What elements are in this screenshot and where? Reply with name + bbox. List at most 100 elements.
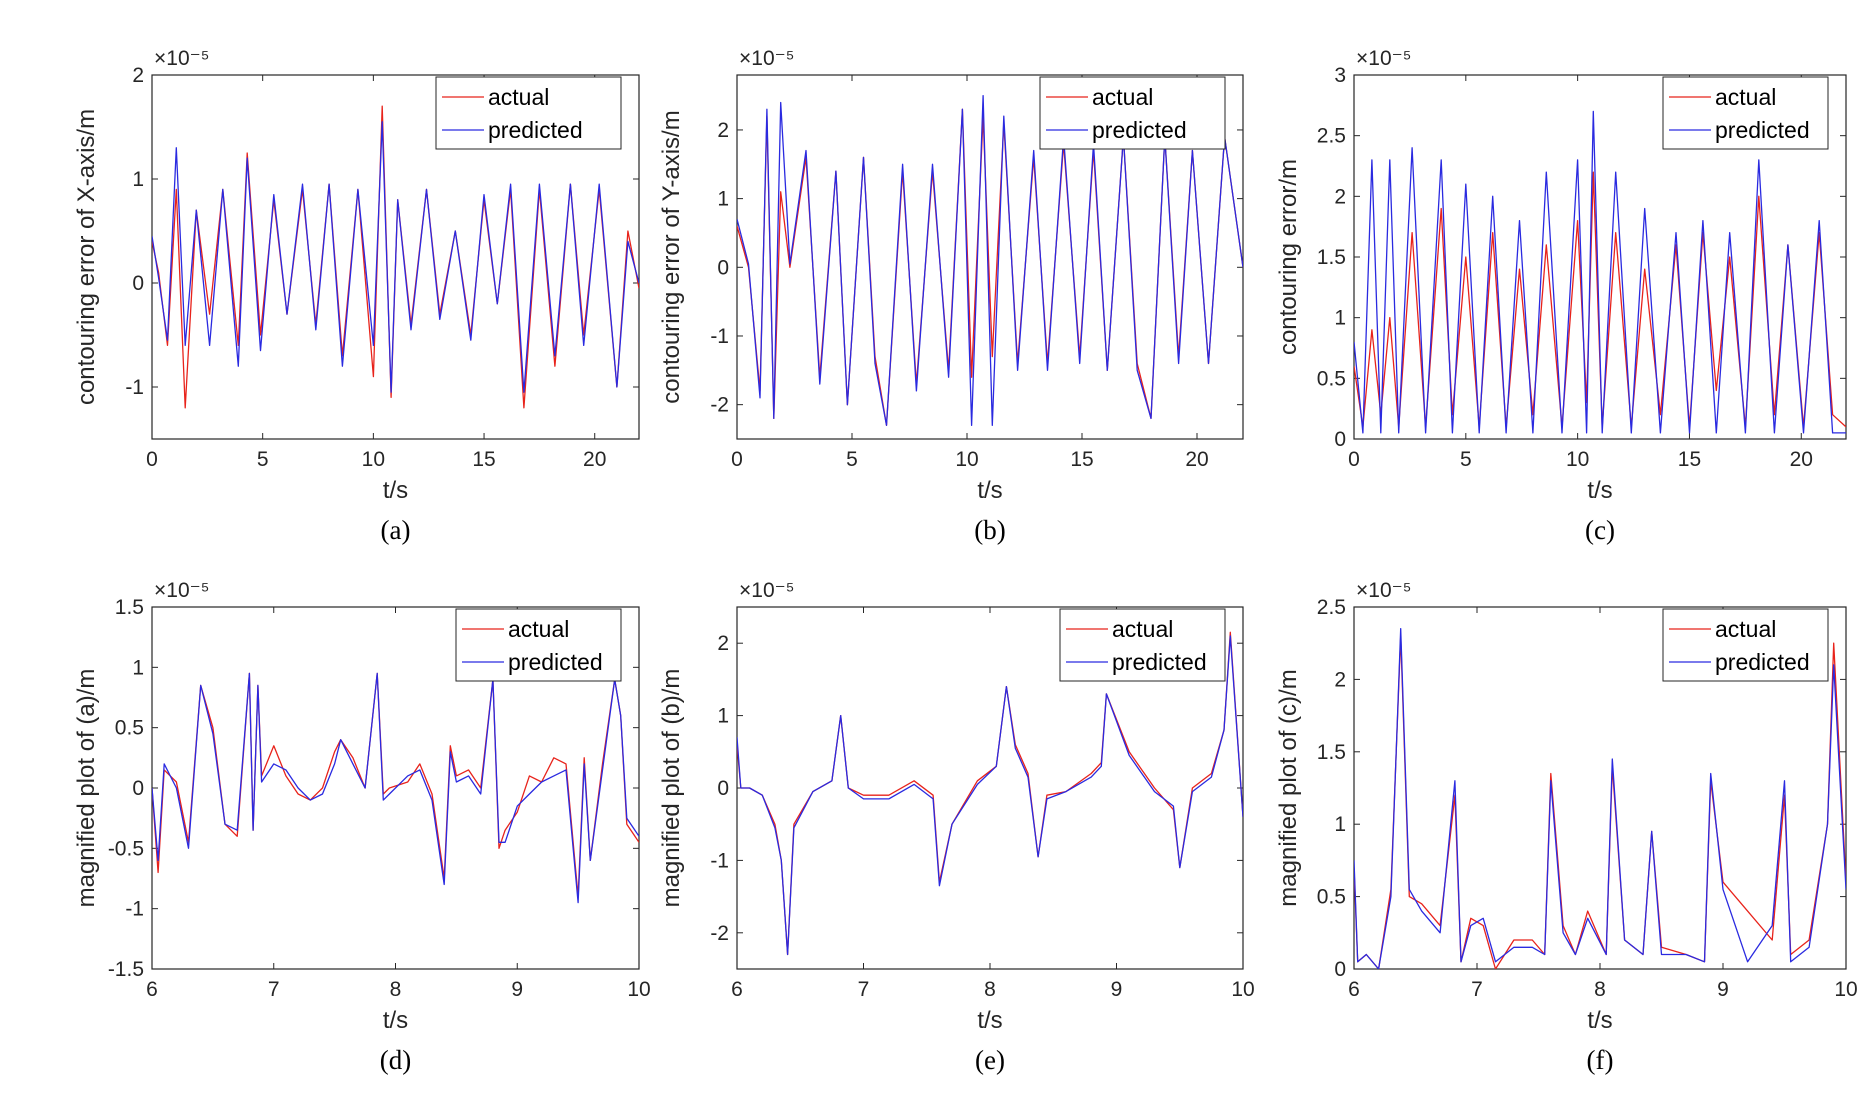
legend-label-predicted: predicted xyxy=(1715,649,1810,675)
panel-label: (e) xyxy=(975,1045,1005,1075)
x-tick-label: 5 xyxy=(1460,448,1472,471)
y-tick-label: 2 xyxy=(1334,185,1346,208)
y-tick-label: 2.5 xyxy=(1317,596,1346,619)
x-tick-label: 0 xyxy=(146,448,158,471)
panel-label: (a) xyxy=(381,515,411,545)
y-exponent-label: ×10⁻⁵ xyxy=(1356,47,1411,70)
y-tick-label: 2.5 xyxy=(1317,125,1346,148)
y-exponent-label: ×10⁻⁵ xyxy=(154,47,209,70)
y-exponent-label: ×10⁻⁵ xyxy=(739,579,794,602)
y-axis-label: magnified plot of (b)/m xyxy=(658,669,685,908)
y-tick-label: 2 xyxy=(717,119,729,142)
panel-label: (b) xyxy=(974,515,1005,545)
y-tick-label: 1.5 xyxy=(1317,246,1346,269)
x-tick-label: 0 xyxy=(1348,448,1360,471)
y-tick-label: 3 xyxy=(1334,64,1346,87)
legend-label-actual: actual xyxy=(488,84,549,110)
y-tick-label: -1 xyxy=(710,849,729,872)
series-line-predicted xyxy=(1354,110,1846,434)
legend-box xyxy=(1039,76,1226,150)
y-tick-label: 1.5 xyxy=(1317,741,1346,764)
y-axis-label: magnified plot of (c)/m xyxy=(1275,669,1302,906)
series-line-predicted xyxy=(737,635,1243,956)
x-tick-label: 7 xyxy=(268,978,280,1001)
y-tick-label: 0.5 xyxy=(1317,367,1346,390)
y-tick-label: 0.5 xyxy=(1317,886,1346,909)
y-tick-label: 0 xyxy=(132,777,144,800)
legend-box xyxy=(455,608,622,682)
chart-panel-f: 6 7 8 9 10 0 0.5 1 1.5 2 2.5 ×10⁻⁵ t/s magnified plot… xyxy=(1275,579,1858,1075)
y-tick-label: 1 xyxy=(132,168,144,191)
y-tick-label: -1 xyxy=(710,325,729,348)
y-axis-label: magnified plot of (a)/m xyxy=(73,669,100,908)
legend: actual predicted xyxy=(1662,76,1829,150)
panel-label: (d) xyxy=(380,1045,411,1075)
x-tick-label: 8 xyxy=(984,978,996,1001)
series-line-predicted xyxy=(152,672,639,904)
y-tick-label: 1.5 xyxy=(115,596,144,619)
x-axis-label: t/s xyxy=(1587,477,1612,504)
legend-label-actual: actual xyxy=(1715,84,1776,110)
legend-label-actual: actual xyxy=(1092,84,1153,110)
panel-label: (c) xyxy=(1585,515,1615,545)
x-tick-label: 15 xyxy=(472,448,495,471)
x-tick-label: 9 xyxy=(511,978,523,1001)
chart-panel-a: 0 5 10 15 20 -1 0 1 2 ×10⁻⁵ t/s contouring error of… xyxy=(73,47,640,545)
x-tick-label: 10 xyxy=(627,978,650,1001)
legend-label-predicted: predicted xyxy=(1715,117,1810,143)
legend-box xyxy=(1662,76,1829,150)
chart-panel-b: 0 5 10 15 20 -2 -1 0 1 2 ×10⁻⁵ t/s contouring error … xyxy=(658,47,1244,545)
y-tick-label: 0.5 xyxy=(115,717,144,740)
y-tick-label: 1 xyxy=(717,188,729,211)
x-tick-label: 10 xyxy=(1834,978,1857,1001)
legend: actual predicted xyxy=(1662,608,1829,682)
y-tick-label: 2 xyxy=(717,632,729,655)
x-axis-label: t/s xyxy=(383,477,408,504)
x-tick-label: 7 xyxy=(858,978,870,1001)
y-tick-label: 0 xyxy=(1334,958,1346,981)
y-tick-label: 2 xyxy=(132,64,144,87)
y-tick-label: 0 xyxy=(717,777,729,800)
series-line-predicted xyxy=(152,121,639,393)
x-tick-label: 20 xyxy=(1790,448,1813,471)
x-tick-label: 20 xyxy=(1185,448,1208,471)
y-tick-label: 0 xyxy=(132,272,144,295)
x-tick-label: 15 xyxy=(1070,448,1093,471)
series-line-predicted xyxy=(1354,628,1846,969)
y-axis-label: contouring error/m xyxy=(1275,159,1302,355)
legend-label-predicted: predicted xyxy=(1092,117,1187,143)
legend-box xyxy=(1662,608,1829,682)
y-exponent-label: ×10⁻⁵ xyxy=(1356,579,1411,602)
y-tick-label: 0 xyxy=(717,256,729,279)
y-tick-label: -1.5 xyxy=(108,958,144,981)
x-tick-label: 10 xyxy=(1566,448,1589,471)
legend-label-predicted: predicted xyxy=(1112,649,1207,675)
y-tick-label: -0.5 xyxy=(108,837,144,860)
chart-panel-e: 6 7 8 9 10 -2 -1 0 1 2 ×10⁻⁵ t/s magnified plot of (… xyxy=(658,579,1255,1075)
x-axis-label: t/s xyxy=(977,477,1002,504)
y-tick-label: -2 xyxy=(710,394,729,417)
x-tick-label: 15 xyxy=(1678,448,1701,471)
legend: actual predicted xyxy=(435,76,622,150)
y-tick-label: -1 xyxy=(125,898,144,921)
x-tick-label: 9 xyxy=(1111,978,1123,1001)
x-tick-label: 8 xyxy=(1594,978,1606,1001)
legend-box xyxy=(435,76,622,150)
x-tick-label: 10 xyxy=(362,448,385,471)
x-tick-label: 10 xyxy=(955,448,978,471)
y-tick-label: 1 xyxy=(717,705,729,728)
legend: actual predicted xyxy=(455,608,622,682)
x-tick-label: 9 xyxy=(1717,978,1729,1001)
chart-panel-c: 0 5 10 15 20 0 0.5 1 1.5 2 2.5 3 ×10⁻⁵ t/s contouring … xyxy=(1275,47,1847,545)
x-axis-label: t/s xyxy=(977,1007,1002,1034)
legend: actual predicted xyxy=(1059,608,1226,682)
x-tick-label: 20 xyxy=(583,448,606,471)
chart-panel-d: 6 7 8 9 10 -1.5 -1 -0.5 0 0.5 1 1.5 ×10⁻⁵ t/s magnifie… xyxy=(73,579,651,1075)
x-tick-label: 10 xyxy=(1231,978,1254,1001)
legend-label-predicted: predicted xyxy=(488,117,583,143)
y-exponent-label: ×10⁻⁵ xyxy=(739,47,794,70)
x-tick-label: 7 xyxy=(1471,978,1483,1001)
y-tick-label: 0 xyxy=(1334,428,1346,451)
legend-box xyxy=(1059,608,1226,682)
